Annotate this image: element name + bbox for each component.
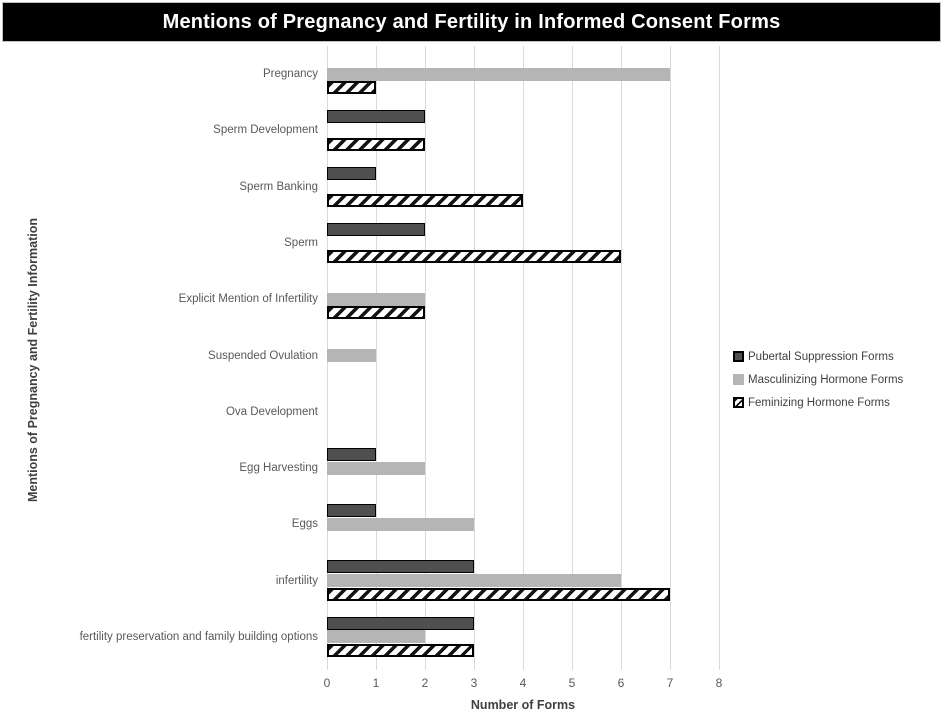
bar [327,630,425,644]
legend-item-feminizing-hormone: Feminizing Hormone Forms [733,395,903,410]
gridline-x-2 [424,46,426,670]
category-label: Egg Harvesting [239,462,318,475]
chart-title-banner: Mentions of Pregnancy and Fertility in I… [2,2,941,42]
bar [327,574,621,588]
bar [327,504,376,518]
bar [327,560,474,574]
x-tick-label-7: 7 [666,676,674,690]
bar [327,616,474,630]
gridline-x-6 [620,46,622,670]
bar [327,292,425,306]
gridline-x-8 [718,46,720,670]
gridline-x-1 [375,46,377,670]
category-label: Sperm [284,236,318,249]
legend-item-masculinizing-hormone: Masculinizing Hormone Forms [733,372,903,387]
gridline-x-5 [571,46,573,670]
category-label: fertility preservation and family buildi… [79,630,318,643]
bar [327,222,425,236]
feminizing-hormone-swatch-icon [733,397,744,408]
bar [327,137,425,151]
category-label: Sperm Development [213,124,318,137]
chart-title: Mentions of Pregnancy and Fertility in I… [162,10,781,33]
category-label: Eggs [291,518,318,531]
bar [327,250,621,264]
x-tick-label-4: 4 [519,676,527,690]
x-tick-label-2: 2 [421,676,429,690]
category-label: Suspended Ovulation [208,349,318,362]
bar [327,110,425,124]
legend-label-masculinizing-hormone: Masculinizing Hormone Forms [748,373,904,386]
bar [327,306,425,320]
category-label: Ova Development [225,405,318,418]
pubertal-suppression-swatch-icon [733,351,744,362]
bar [327,193,523,207]
bar [327,517,474,531]
masculinizing-hormone-swatch-icon [733,374,744,385]
gridline-x-7 [669,46,671,670]
x-tick-label-3: 3 [470,676,478,690]
legend-label-pubertal-suppression: Pubertal Suppression Forms [748,350,894,363]
category-label: infertility [275,574,318,587]
bar [327,643,474,657]
legend-label-feminizing-hormone: Feminizing Hormone Forms [748,396,890,409]
bar [327,67,670,81]
bar [327,447,376,461]
bar [327,81,376,95]
category-label: Explicit Mention of Infertility [178,293,318,306]
x-tick-label-5: 5 [568,676,576,690]
x-axis-title: Number of Forms [470,698,576,712]
category-label: Sperm Banking [239,180,318,193]
x-tick-label-8: 8 [715,676,723,690]
bar [327,461,425,475]
gridline-x-3 [473,46,475,670]
bar [327,166,376,180]
x-tick-label-6: 6 [617,676,625,690]
legend-item-pubertal-suppression: Pubertal Suppression Forms [733,349,903,364]
bar [327,349,376,362]
x-tick-label-1: 1 [372,676,380,690]
legend: Pubertal Suppression Forms Masculinizing… [733,349,903,418]
gridline-x-4 [522,46,524,670]
category-label: Pregnancy [263,68,318,81]
x-tick-label-0: 0 [323,676,331,690]
bar [327,587,670,601]
